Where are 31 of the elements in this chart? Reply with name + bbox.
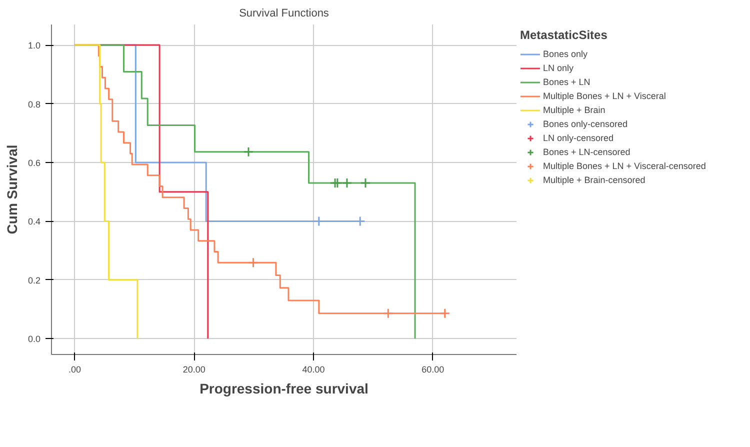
legend-label: Multiple + Brain <box>543 104 606 117</box>
x-tick-label: .00 <box>68 364 82 374</box>
y-tick-label: 0.6 <box>28 158 41 168</box>
legend-title: MetastaticSites <box>520 28 608 42</box>
point <box>248 257 259 268</box>
y-axis-title: Cum Survival <box>4 144 20 234</box>
legend-label: LN only-censored <box>543 132 614 145</box>
point <box>360 178 371 188</box>
y-tick-label: 1.0 <box>28 40 41 51</box>
y-tick-label: 0.8 <box>28 99 41 110</box>
chart-title: Survival Functions <box>239 8 330 20</box>
point <box>382 308 394 319</box>
legend-label: Multiple Bones + LN + Visceral-censored <box>543 160 706 173</box>
legend-label: LN only <box>543 62 574 75</box>
y-tick-label: 0.4 <box>28 216 41 227</box>
y-tick-label: 0.0 <box>28 334 41 344</box>
legend-label: Bones + LN-censored <box>543 146 630 159</box>
x-tick-label: 60.00 <box>422 364 444 374</box>
x-axis-title: Progression-free survival <box>200 380 368 396</box>
legend-label: Bones only-censored <box>543 118 628 131</box>
legend-label: Bones only <box>543 48 588 61</box>
x-tick-label: 40.00 <box>302 364 325 374</box>
legend-label: Bones + LN <box>543 76 590 89</box>
x-tick-label: 20.00 <box>182 364 206 374</box>
y-tick-label: 0.2 <box>28 275 41 286</box>
legend-label: Multiple Bones + LN + Visceral <box>543 90 666 103</box>
point <box>440 308 450 319</box>
legend-label: Multiple + Brain-censored <box>543 174 646 187</box>
point <box>243 146 254 158</box>
point <box>332 178 343 188</box>
point <box>342 178 352 188</box>
